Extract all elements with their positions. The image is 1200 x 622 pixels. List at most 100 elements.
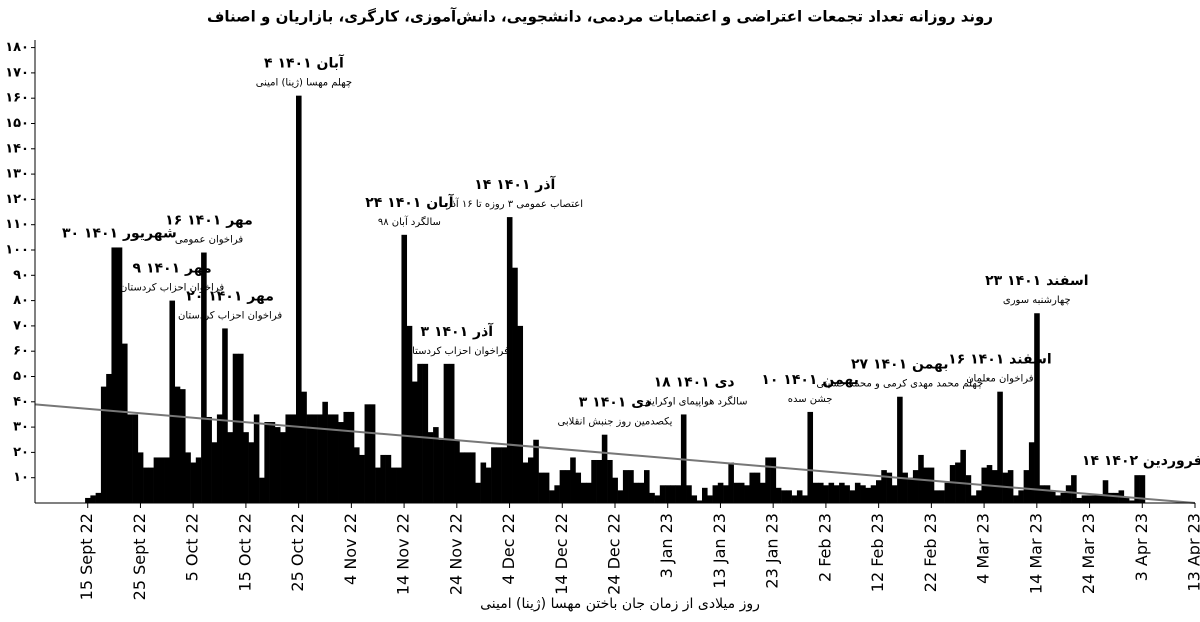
bar: [1113, 492, 1119, 503]
bar: [586, 482, 592, 503]
y-tick-label: ۱۰: [13, 470, 29, 485]
bar: [174, 386, 181, 503]
bar: [828, 482, 835, 503]
bar: [564, 470, 571, 503]
annotation-title: ۳ دی ۱۴۰۱: [579, 395, 652, 411]
bar: [1055, 495, 1061, 503]
bar: [253, 414, 260, 503]
bar: [475, 482, 481, 503]
annotation-text: فراخوان عمومی: [175, 235, 244, 246]
bar: [670, 485, 676, 503]
bar: [659, 485, 666, 503]
bar: [148, 467, 154, 503]
x-tick-label: 24 Nov 22: [446, 513, 465, 595]
bar: [1081, 495, 1088, 503]
bar: [296, 95, 302, 504]
bar: [902, 472, 908, 503]
annotation-text: چهارشنبه سوری: [1003, 295, 1071, 306]
bar: [290, 414, 297, 503]
bar: [696, 500, 703, 503]
bar: [997, 391, 1003, 503]
chart-title: روند روزانه تعداد تجمعات اعتراضی و اعتصا…: [207, 8, 993, 26]
bar: [538, 472, 545, 503]
bar: [116, 247, 123, 503]
bar: [1129, 500, 1135, 503]
bar: [733, 482, 740, 503]
bar: [480, 462, 487, 503]
bar: [559, 470, 566, 503]
bar: [238, 353, 244, 503]
bar: [317, 414, 323, 503]
bar: [369, 404, 376, 503]
annotation-text: جشن سده: [788, 394, 833, 405]
bar: [807, 411, 814, 503]
annotation-title: ۴ آبان ۱۴۰۱: [264, 54, 345, 72]
y-tick-label: ۱۳۰: [5, 167, 29, 182]
annotation-text: فراخوان احزاب کردستان: [405, 346, 509, 357]
bar: [939, 490, 945, 503]
bar: [301, 391, 307, 503]
bar: [1097, 495, 1104, 503]
y-tick-label: ۴۰: [13, 394, 29, 409]
bar: [1108, 492, 1114, 503]
bar: [375, 467, 381, 503]
bar: [617, 490, 624, 503]
annotation-title: ۲۳ اسفند ۱۴۰۱: [985, 273, 1088, 289]
bar: [343, 411, 350, 503]
bar: [775, 487, 782, 503]
annotation-title: ۱۶ اسفند ۱۴۰۱: [948, 352, 1051, 368]
bar: [928, 467, 935, 503]
y-tick-label: ۵۰: [13, 369, 29, 384]
bar: [280, 432, 286, 503]
x-tick-label: 3 Apr 23: [1132, 513, 1151, 581]
bar: [675, 485, 682, 503]
bar: [744, 485, 750, 503]
bar: [459, 452, 466, 503]
bar: [907, 477, 914, 503]
bar: [485, 467, 492, 503]
bar: [232, 353, 239, 503]
bar: [702, 487, 708, 503]
bar: [274, 427, 281, 503]
bar: [85, 497, 91, 503]
bar: [891, 485, 898, 503]
bar: [443, 363, 450, 503]
x-tick-label: 2 Feb 23: [815, 513, 834, 582]
bar: [1050, 490, 1056, 503]
x-tick-label: 13 Apr 23: [1185, 513, 1200, 592]
bar: [348, 411, 355, 503]
y-tick-label: ۱۷۰: [5, 65, 29, 80]
bar: [259, 477, 265, 503]
bar: [870, 485, 877, 503]
bar: [190, 462, 197, 503]
x-tick-label: 4 Mar 23: [974, 513, 993, 584]
bar: [359, 454, 365, 503]
bar: [454, 439, 460, 503]
bar: [601, 434, 608, 503]
bar: [912, 470, 919, 503]
y-tick-label: ۹۰: [13, 268, 29, 283]
x-tick-label: 24 Mar 23: [1079, 513, 1098, 594]
bar: [543, 472, 550, 503]
bar: [1086, 495, 1093, 503]
bar: [833, 485, 840, 503]
annotation-title: ۹ مهر ۱۴۰۱: [133, 261, 212, 277]
x-tick-label: 4 Nov 22: [341, 513, 360, 585]
bar: [802, 495, 808, 503]
x-tick-label: 4 Dec 22: [499, 513, 518, 585]
bar: [517, 325, 524, 503]
bar: [216, 414, 223, 503]
annotation-title: ۳۰ شهریور ۱۴۰۱: [62, 225, 177, 241]
bar: [844, 485, 850, 503]
bar: [311, 414, 318, 503]
bar: [106, 373, 112, 503]
bar: [860, 485, 866, 503]
bar: [1023, 470, 1030, 503]
bar: [506, 217, 513, 503]
bar: [575, 472, 582, 503]
bar: [644, 470, 650, 503]
x-tick-label: 13 Jan 23: [710, 513, 729, 589]
bar: [754, 472, 761, 503]
x-tick-label: 15 Sept 22: [77, 513, 96, 600]
x-tick-label: 23 Jan 23: [763, 513, 782, 589]
